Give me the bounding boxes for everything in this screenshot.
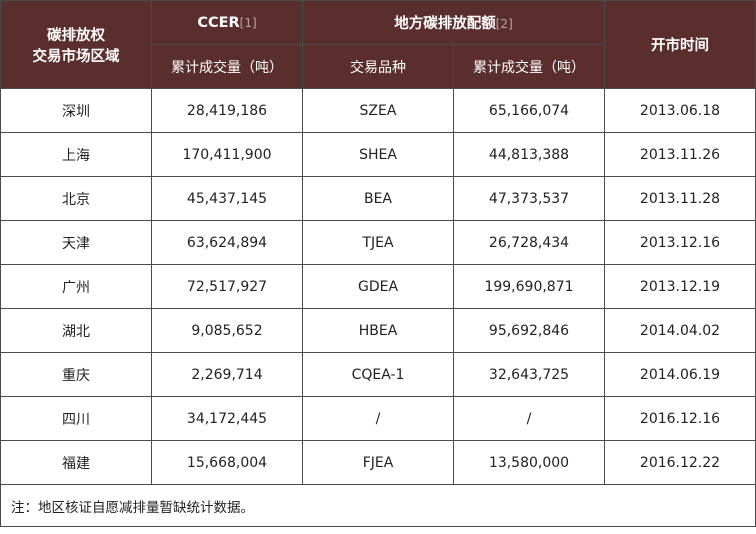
product-cell: BEA [302, 176, 454, 221]
local-quota-header: 地方碳排放配额[2] [302, 0, 605, 45]
header-row-2: 累计成交量（吨） 交易品种 累计成交量（吨） [1, 44, 756, 89]
open-date-cell: 2013.11.26 [604, 132, 756, 177]
ccer-header-label: CCER [197, 14, 240, 31]
region-cell: 广州 [0, 264, 152, 309]
open-date-cell: 2014.06.19 [604, 352, 756, 397]
region-cell: 深圳 [0, 88, 152, 133]
ccer-header: CCER[1] [151, 0, 303, 45]
open-date-cell: 2016.12.22 [604, 440, 756, 485]
table-row: 湖北 9,085,652 HBEA 95,692,846 2014.04.02 [0, 308, 756, 353]
table-row: 广州 72,517,927 GDEA 199,690,871 2013.12.1… [0, 264, 756, 309]
region-cell: 湖北 [0, 308, 152, 353]
local-volume-cell: / [453, 396, 605, 441]
local-volume-cell: 26,728,434 [453, 220, 605, 265]
ccer-volume-cell: 9,085,652 [151, 308, 303, 353]
region-header-line2: 交易市场区域 [32, 48, 120, 65]
region-cell: 上海 [0, 132, 152, 177]
product-header: 交易品种 [302, 44, 454, 89]
local-volume-cell: 13,580,000 [453, 440, 605, 485]
local-volume-cell: 47,373,537 [453, 176, 605, 221]
region-header-line1: 碳排放权 [47, 27, 105, 44]
table-row: 深圳 28,419,186 SZEA 65,166,074 2013.06.18 [0, 88, 756, 133]
open-date-cell: 2013.06.18 [604, 88, 756, 133]
region-cell: 天津 [0, 220, 152, 265]
ccer-volume-cell: 45,437,145 [151, 176, 303, 221]
open-date-cell: 2013.11.28 [604, 176, 756, 221]
ccer-volume-cell: 63,624,894 [151, 220, 303, 265]
region-cell: 北京 [0, 176, 152, 221]
product-cell: GDEA [302, 264, 454, 309]
region-cell: 四川 [0, 396, 152, 441]
ccer-volume-cell: 34,172,445 [151, 396, 303, 441]
ccer-volume-cell: 2,269,714 [151, 352, 303, 397]
ccer-volume-cell: 28,419,186 [151, 88, 303, 133]
open-date-cell: 2016.12.16 [604, 396, 756, 441]
local-volume-cell: 65,166,074 [453, 88, 605, 133]
ccer-volume-cell: 15,668,004 [151, 440, 303, 485]
table-row: 北京 45,437,145 BEA 47,373,537 2013.11.28 [0, 176, 756, 221]
local-quota-footnote-ref: [2] [495, 17, 513, 31]
region-header: 碳排放权 交易市场区域 [0, 0, 152, 89]
ccer-volume-cell: 72,517,927 [151, 264, 303, 309]
local-volume-cell: 32,643,725 [453, 352, 605, 397]
table-row: 重庆 2,269,714 CQEA-1 32,643,725 2014.06.1… [0, 352, 756, 397]
region-cell: 重庆 [0, 352, 152, 397]
region-cell: 福建 [0, 440, 152, 485]
note-row: 注：地区核证自愿减排量暂缺统计数据。 [0, 484, 756, 527]
local-quota-header-label: 地方碳排放配额 [394, 16, 496, 32]
table-row: 天津 63,624,894 TJEA 26,728,434 2013.12.16 [0, 220, 756, 265]
local-volume-cell: 44,813,388 [453, 132, 605, 177]
ccer-volume-cell: 170,411,900 [151, 132, 303, 177]
open-date-cell: 2013.12.19 [604, 264, 756, 309]
table-row: 上海 170,411,900 SHEA 44,813,388 2013.11.2… [0, 132, 756, 177]
local-volume-header: 累计成交量（吨） [453, 44, 605, 89]
product-cell: SZEA [302, 88, 454, 133]
product-cell: / [302, 396, 454, 441]
ccer-footnote-ref: [1] [239, 15, 257, 30]
product-cell: CQEA-1 [302, 352, 454, 397]
table-note: 注：地区核证自愿减排量暂缺统计数据。 [0, 484, 756, 527]
open-date-cell: 2013.12.16 [604, 220, 756, 265]
local-volume-cell: 95,692,846 [453, 308, 605, 353]
open-date-cell: 2014.04.02 [604, 308, 756, 353]
header-row-1: 碳排放权 交易市场区域 CCER[1] 地方碳排放配额[2] 开市时间 [0, 0, 756, 89]
ccer-volume-header: 累计成交量（吨） [151, 44, 303, 89]
product-cell: HBEA [302, 308, 454, 353]
product-cell: TJEA [302, 220, 454, 265]
table-row: 福建 15,668,004 FJEA 13,580,000 2016.12.22 [0, 440, 756, 485]
local-volume-cell: 199,690,871 [453, 264, 605, 309]
product-cell: FJEA [302, 440, 454, 485]
table-row: 四川 34,172,445 / / 2016.12.16 [0, 396, 756, 441]
open-time-header: 开市时间 [604, 0, 756, 89]
product-cell: SHEA [302, 132, 454, 177]
